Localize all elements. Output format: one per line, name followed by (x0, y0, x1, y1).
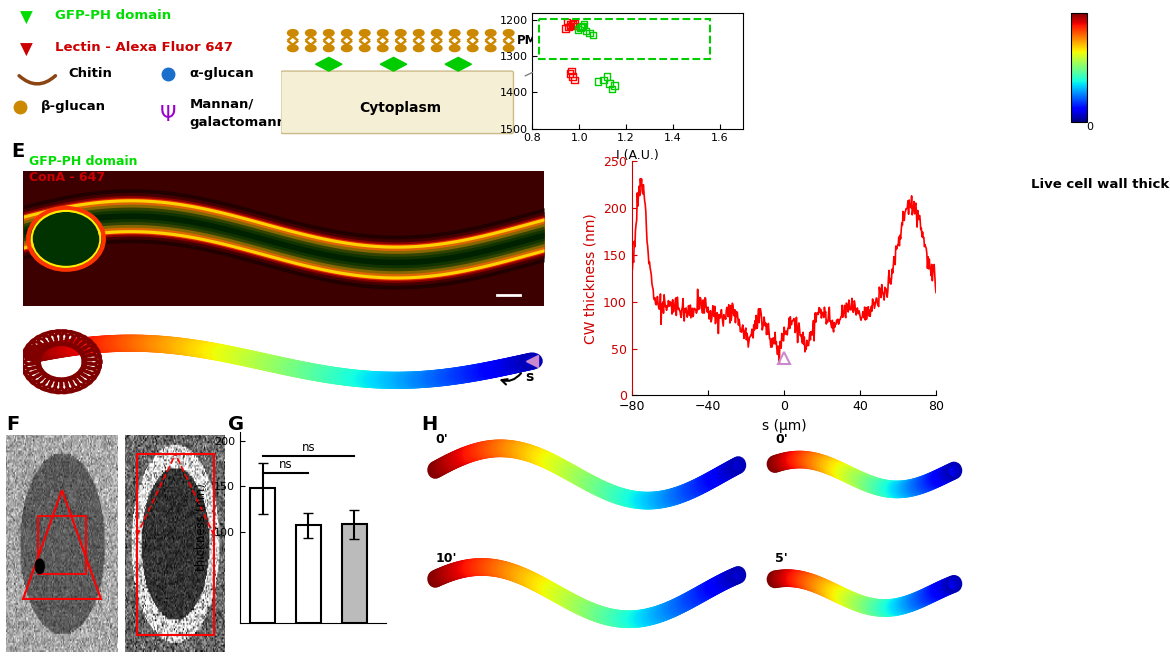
Point (560, 20, 579, 31)
Text: ▼: ▼ (20, 41, 33, 59)
Circle shape (449, 45, 460, 51)
Text: Ψ: Ψ (159, 105, 176, 125)
Point (572, 22, 591, 32)
Circle shape (503, 45, 514, 51)
Circle shape (342, 30, 352, 36)
Circle shape (323, 30, 335, 36)
Point (584, 30, 603, 40)
Point (600, 78, 619, 89)
Point (603, 84, 621, 94)
Text: 5': 5' (775, 552, 787, 565)
Polygon shape (445, 57, 472, 71)
Circle shape (288, 45, 298, 51)
Point (569, 24, 587, 35)
Circle shape (449, 30, 460, 36)
Circle shape (35, 559, 44, 573)
Bar (137, 454, 214, 635)
Text: 10': 10' (435, 552, 456, 565)
Text: GFP-PH domain: GFP-PH domain (29, 155, 138, 168)
Circle shape (395, 45, 406, 51)
X-axis label: s (μm): s (μm) (762, 419, 806, 433)
Circle shape (359, 30, 370, 36)
Circle shape (467, 30, 479, 36)
Point (573, 20, 592, 31)
Circle shape (342, 45, 352, 51)
Text: ns: ns (278, 458, 292, 471)
Circle shape (359, 45, 370, 51)
Point (564, 21, 583, 32)
Point (562, 20, 580, 30)
Circle shape (432, 30, 442, 36)
Bar (342, 525, 366, 623)
Y-axis label: CW thickness (nm): CW thickness (nm) (584, 213, 598, 344)
Text: G: G (228, 415, 245, 434)
Point (594, 74, 613, 85)
Text: GFP-PH domain: GFP-PH domain (55, 9, 171, 22)
Circle shape (323, 45, 335, 51)
Text: s: s (525, 370, 534, 384)
Text: ConA - 647: ConA - 647 (29, 171, 105, 185)
Text: Cytoplasm: Cytoplasm (359, 101, 442, 115)
Text: E: E (12, 142, 25, 161)
Text: ▼: ▼ (20, 9, 33, 27)
Circle shape (395, 30, 406, 36)
Point (556, 23, 574, 34)
Circle shape (486, 45, 496, 51)
Text: Lectin - Alexa Fluor 647: Lectin - Alexa Fluor 647 (55, 41, 233, 54)
Text: 0': 0' (435, 434, 448, 446)
Circle shape (413, 30, 424, 36)
Point (563, 66, 581, 76)
Circle shape (33, 212, 99, 266)
Circle shape (432, 45, 442, 51)
Point (589, 76, 607, 87)
Polygon shape (380, 57, 407, 71)
Point (598, 71, 617, 82)
Circle shape (486, 30, 496, 36)
Bar (539, 19, 710, 59)
Point (605, 80, 624, 90)
Circle shape (467, 45, 479, 51)
Text: F: F (6, 415, 19, 434)
Circle shape (305, 45, 316, 51)
Polygon shape (316, 57, 342, 71)
Text: Chitin: Chitin (68, 67, 112, 80)
X-axis label: I (A.U.): I (A.U.) (617, 149, 659, 162)
Point (563, 71, 581, 82)
Circle shape (305, 30, 316, 36)
Circle shape (503, 30, 514, 36)
Point (577, 26, 596, 36)
Text: Live cell wall thickness: Live cell wall thickness (1031, 178, 1170, 191)
Bar (250, 488, 275, 623)
Text: ns: ns (302, 442, 315, 455)
Text: PM: PM (517, 34, 537, 47)
Text: galactomannan: galactomannan (190, 116, 304, 129)
Point (565, 18, 584, 28)
Text: H: H (421, 415, 438, 434)
Point (558, 17, 577, 28)
Point (563, 18, 581, 29)
Circle shape (413, 45, 424, 51)
Text: α-glucan: α-glucan (190, 67, 254, 80)
Circle shape (288, 30, 298, 36)
Point (559, 22, 578, 32)
Point (574, 18, 593, 29)
Text: 0': 0' (775, 434, 787, 446)
Point (580, 28, 599, 38)
Point (560, 69, 579, 79)
FancyBboxPatch shape (281, 71, 514, 134)
Point (565, 74, 584, 85)
Bar (37, 515, 87, 573)
Point (571, 22, 590, 33)
Circle shape (378, 30, 388, 36)
Circle shape (378, 45, 388, 51)
Y-axis label: thickness (nm): thickness (nm) (195, 483, 208, 571)
Text: 0: 0 (1086, 122, 1093, 132)
Text: Mannan/: Mannan/ (190, 98, 254, 111)
Text: β-glucan: β-glucan (41, 100, 106, 113)
Bar (296, 525, 321, 623)
